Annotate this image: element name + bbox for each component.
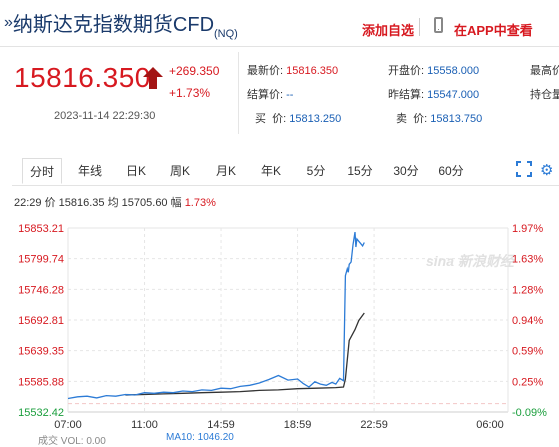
quote-timestamp: 2023-11-14 22:29:30 xyxy=(54,110,156,122)
y-tick-label: 15532.42 xyxy=(18,407,64,419)
quote-value: 15813.750 xyxy=(430,113,483,125)
page-title: »纳斯达克指数期货CFD(NQ) xyxy=(4,8,238,48)
tab-year-line[interactable]: 年线 xyxy=(77,164,102,178)
ma10-label: MA10: 1046.20 xyxy=(166,432,234,443)
quote-value: 15547.000 xyxy=(427,89,480,101)
quote-field-prev-settle: 昨结算: 15547.000 xyxy=(388,86,479,102)
quote-divider xyxy=(238,52,239,134)
y-tick-label: 15639.35 xyxy=(18,346,64,358)
series-line-average xyxy=(125,312,365,396)
x-tick-label: 11:00 xyxy=(131,419,158,431)
watermark: sina 新浪财经 xyxy=(426,253,516,269)
price-change: +269.350 xyxy=(169,64,220,78)
quote-value: 15813.250 xyxy=(289,113,342,125)
y-tick-label-right: 0.59% xyxy=(512,346,543,358)
add-favorite-link[interactable]: 添加自选 xyxy=(362,23,415,38)
quote-value: -- xyxy=(286,89,294,101)
title-chevron: » xyxy=(4,14,13,31)
tab-weekly-k[interactable]: 周K xyxy=(169,164,190,178)
quote-label: 昨结算: xyxy=(388,89,425,101)
y-tick-label: 15799.74 xyxy=(18,254,64,266)
x-axis-labels: 07:00 11:00 14:59 18:59 22:59 06:00 xyxy=(54,419,504,431)
info-amp-label: 幅 xyxy=(170,197,182,209)
fullscreen-icon[interactable] xyxy=(516,161,532,177)
phone-icon[interactable] xyxy=(434,17,443,33)
info-avg-label: 均 xyxy=(107,197,119,209)
y-axis-labels-left: 15853.21 15799.74 15746.28 15692.81 15639.35… xyxy=(18,223,64,419)
quote-field-latest: 最新价: 15816.350 xyxy=(247,62,338,78)
series-line-price xyxy=(67,231,365,400)
y-tick-label: 15692.81 xyxy=(18,315,64,327)
price-change-percent: +1.73% xyxy=(169,86,211,100)
y-tick-label: 15585.88 xyxy=(18,376,64,388)
quote-value: 15558.000 xyxy=(427,65,480,77)
tab-5min[interactable]: 5分 xyxy=(306,164,326,178)
x-tick-label: 18:59 xyxy=(284,419,312,431)
watermark-text: sina 新浪财经 xyxy=(426,253,516,269)
quote-field-settle: 结算价: -- xyxy=(247,86,293,102)
tab-monthly-k[interactable]: 月K xyxy=(215,164,236,178)
y-tick-label-right: 1.63% xyxy=(512,254,543,266)
quote-label: 买 价: xyxy=(255,113,287,125)
quote-label: 卖 价: xyxy=(396,113,428,125)
tab-intraday[interactable]: 分时 xyxy=(22,158,62,184)
quote-label: 开盘价: xyxy=(388,65,425,77)
x-tick-label: 14:59 xyxy=(207,419,235,431)
header-separator xyxy=(0,46,559,47)
quote-label: 结算价: xyxy=(247,89,284,101)
tab-yearly-k[interactable]: 年K xyxy=(260,164,281,178)
instrument-name: 纳斯达克指数期货CFD xyxy=(12,14,215,36)
chart-grid xyxy=(67,227,509,413)
quote-value: 15816.350 xyxy=(286,65,339,77)
y-tick-label: 15746.28 xyxy=(18,284,64,296)
quote-label: 最新价: xyxy=(247,65,284,77)
x-tick-label: 07:00 xyxy=(54,419,82,431)
tab-30min[interactable]: 30分 xyxy=(393,164,419,178)
intraday-chart[interactable]: sina 新浪财经 15853.21 15799.74 15746.28 15692.… xyxy=(0,210,559,432)
quote-label: 最高价 xyxy=(530,65,559,77)
y-axis-labels-right: 1.97% 1.63% 1.28% 0.94% 0.59% 0.25% -0.09% xyxy=(512,223,547,419)
info-price-label: 价 xyxy=(44,197,56,209)
gear-icon[interactable]: ⚙ xyxy=(540,162,554,179)
quote-field-open: 开盘价: 15558.000 xyxy=(388,62,479,78)
quote-field-open-interest: 持仓量 xyxy=(530,86,559,102)
y-tick-label-right: 0.25% xyxy=(512,376,543,388)
quote-field-bid: 买 价: 15813.250 xyxy=(255,110,341,126)
chart-toolbar xyxy=(12,157,559,186)
open-in-app-link[interactable]: 在APP中查看 xyxy=(454,23,533,38)
info-price: 15816.35 xyxy=(58,197,105,209)
chart-series xyxy=(67,231,365,400)
up-arrow-icon xyxy=(143,67,163,89)
y-tick-label-right: 1.97% xyxy=(512,223,543,235)
crosshair-info: 22:29 价 15816.35 均 15705.60 幅 1.73% xyxy=(14,194,216,210)
info-time: 22:29 xyxy=(14,197,42,209)
quote-label: 持仓量 xyxy=(530,89,559,101)
x-tick-label: 22:59 xyxy=(360,419,388,431)
x-tick-label: 06:00 xyxy=(476,419,504,431)
info-amp: 1.73% xyxy=(184,197,216,209)
tab-daily-k[interactable]: 日K xyxy=(125,164,146,178)
y-tick-label-right: 1.28% xyxy=(512,284,543,296)
quote-field-ask: 卖 价: 15813.750 xyxy=(396,110,482,126)
y-tick-label-right: 0.94% xyxy=(512,315,543,327)
last-price: 15816.350 xyxy=(14,62,151,93)
header-divider xyxy=(419,18,420,36)
tab-60min[interactable]: 60分 xyxy=(438,164,464,178)
info-avg: 15705.60 xyxy=(121,197,168,209)
instrument-code: (NQ) xyxy=(214,28,238,40)
y-tick-label-right: -0.09% xyxy=(512,407,547,419)
quote-field-high: 最高价 xyxy=(530,62,559,78)
tab-15min[interactable]: 15分 xyxy=(347,164,373,178)
y-tick-label: 15853.21 xyxy=(18,223,64,235)
